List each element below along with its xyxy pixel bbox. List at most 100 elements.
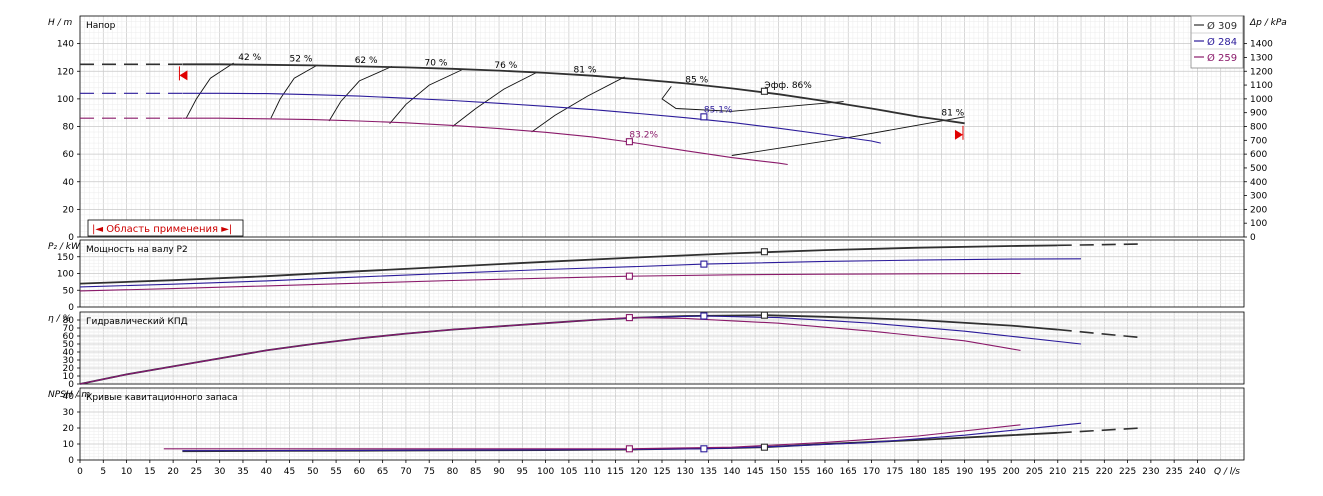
panel-frame <box>79 311 1245 385</box>
x-tick-label: 145 <box>747 467 764 477</box>
x-tick-label: 170 <box>863 467 880 477</box>
series-dashed-d309 <box>1057 243 1142 247</box>
x-tick-label: 80 <box>447 467 459 477</box>
iso-efficiency-line <box>389 69 462 124</box>
legend-label-d259: Ø 259 <box>1207 52 1237 64</box>
y2-tick-label: 800 <box>1250 123 1267 133</box>
x-tick-label: 25 <box>191 467 202 477</box>
series-line-d259 <box>163 424 1021 450</box>
panel-title: Гидравлический КПД <box>86 317 188 327</box>
x-tick-label: 40 <box>261 467 273 477</box>
y-tick-label: 60 <box>63 332 75 342</box>
y-tick-label: 100 <box>57 270 74 280</box>
legend-label-d284: Ø 284 <box>1207 36 1237 48</box>
series-line-d284 <box>182 92 881 144</box>
x-tick-label: 120 <box>630 467 647 477</box>
operating-point-d284 <box>700 445 708 453</box>
panel-title: Мощность на валу P2 <box>86 245 188 255</box>
efficiency-label: 85 % <box>685 75 708 85</box>
range-marker <box>179 70 188 81</box>
operating-point-d284 <box>700 260 708 268</box>
series-line-d259 <box>182 117 788 166</box>
y2-tick-label: 0 <box>1250 233 1256 243</box>
x-tick-label: 20 <box>167 467 179 477</box>
x-axis-label: Q / l/s <box>1214 467 1240 477</box>
y-tick-label: 40 <box>63 178 75 188</box>
x-tick-label: 130 <box>677 467 694 477</box>
series-line-d259 <box>79 317 1021 385</box>
x-tick-label: 135 <box>700 467 717 477</box>
x-tick-label: 225 <box>1119 467 1136 477</box>
y-tick-label: 60 <box>63 150 75 160</box>
x-tick-label: 60 <box>354 467 366 477</box>
y-tick-label: 20 <box>63 424 75 434</box>
x-tick-label: 85 <box>470 467 481 477</box>
efficiency-label: 52 % <box>290 55 313 65</box>
panel-title: Напор <box>86 21 116 31</box>
x-tick-label: 150 <box>770 467 787 477</box>
y2-tick-label: 200 <box>1250 205 1267 215</box>
y-tick-label: 150 <box>57 253 74 263</box>
y2-tick-label: 500 <box>1250 164 1267 174</box>
y2-tick-label: 300 <box>1250 192 1267 202</box>
x-tick-label: 55 <box>330 467 341 477</box>
y-tick-label: 20 <box>63 364 75 374</box>
x-tick-label: 175 <box>886 467 903 477</box>
y-tick-label: 0 <box>68 380 74 390</box>
x-tick-label: 190 <box>956 467 973 477</box>
x-tick-label: 105 <box>560 467 577 477</box>
y-tick-label: 50 <box>63 286 75 296</box>
x-tick-label: 195 <box>979 467 996 477</box>
y2-tick-label: 1400 <box>1250 40 1273 50</box>
range-marker <box>954 129 963 140</box>
x-tick-label: 30 <box>214 467 226 477</box>
series-line-d284 <box>182 422 1082 452</box>
y-tick-label: 10 <box>63 372 75 382</box>
x-tick-label: 50 <box>307 467 319 477</box>
efficiency-label: 42 % <box>238 53 261 63</box>
x-tick-label: 65 <box>377 467 388 477</box>
x-tick-label: 0 <box>77 467 83 477</box>
y-axis-label: η / % <box>48 314 71 324</box>
legend: Ø 309 Ø 284 Ø 259 <box>1190 15 1244 69</box>
operating-point-d259 <box>625 314 633 322</box>
x-tick-label: 140 <box>723 467 740 477</box>
series-dashed-d309 <box>1057 328 1142 339</box>
y-tick-label: 140 <box>57 40 74 50</box>
operating-point-d309 <box>760 87 768 95</box>
y2-tick-label: 900 <box>1250 109 1267 119</box>
iso-efficiency-line <box>531 76 626 133</box>
range-label: |◄ Область применения ►| <box>92 224 232 235</box>
y2-tick-label: 1300 <box>1250 53 1273 63</box>
x-tick-label: 100 <box>537 467 554 477</box>
x-tick-label: 200 <box>1003 467 1020 477</box>
range-label-box <box>87 219 244 237</box>
x-tick-label: 210 <box>1049 467 1066 477</box>
y2-tick-label: 1100 <box>1250 81 1273 91</box>
operating-point-d309 <box>760 443 768 451</box>
x-tick-label: 125 <box>653 467 670 477</box>
y-tick-label: 0 <box>68 233 74 243</box>
x-tick-label: 240 <box>1189 467 1206 477</box>
y2-tick-label: 1200 <box>1250 67 1273 77</box>
y2-axis-label: Δp / kPa <box>1249 18 1287 28</box>
iso-efficiency-line <box>328 65 393 122</box>
y-axis-label: NPSH / m <box>48 390 90 400</box>
series-line-d284 <box>79 258 1082 288</box>
x-tick-label: 230 <box>1142 467 1159 477</box>
series-line-d309 <box>79 244 1058 285</box>
operating-point-d259 <box>625 138 633 146</box>
series-line-d309 <box>182 63 965 125</box>
y-tick-label: 0 <box>68 456 74 466</box>
legend-box <box>1190 15 1244 69</box>
operating-point-d259 <box>625 445 633 453</box>
y-tick-label: 100 <box>57 95 74 105</box>
operating-point-d284 <box>700 113 708 121</box>
x-tick-label: 90 <box>493 467 505 477</box>
y-tick-label: 50 <box>63 340 75 350</box>
y-tick-label: 40 <box>63 348 75 358</box>
efficiency-label: 62 % <box>355 56 378 66</box>
efficiency-label: 81 % <box>941 108 964 118</box>
